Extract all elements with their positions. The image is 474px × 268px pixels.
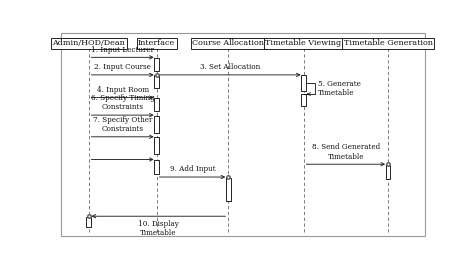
Text: Timetable Generation: Timetable Generation (344, 39, 433, 47)
Text: 10. Display
Timetable: 10. Display Timetable (138, 220, 179, 237)
Bar (301, 94, 306, 106)
Text: 2. Input Course: 2. Input Course (94, 63, 151, 71)
Text: 3. Set Allocation: 3. Set Allocation (200, 63, 260, 71)
Bar (154, 137, 159, 154)
Text: 8. Send Generated
Timetable: 8. Send Generated Timetable (312, 143, 380, 161)
Text: 5. Generate
Timetable: 5. Generate Timetable (318, 80, 361, 97)
Text: Course Allocation: Course Allocation (192, 39, 264, 47)
Bar (154, 58, 159, 71)
Bar (154, 116, 159, 133)
Text: 7. Specify Other
Constraints: 7. Specify Other Constraints (93, 116, 152, 133)
Text: 1. Input Lecturer: 1. Input Lecturer (91, 46, 154, 54)
Text: Interface: Interface (138, 39, 175, 47)
Bar (154, 160, 159, 173)
Text: Admin/HOD/Dean: Admin/HOD/Dean (52, 39, 125, 47)
Bar (154, 76, 159, 88)
Bar (226, 178, 231, 201)
Text: 9. Add Input: 9. Add Input (170, 165, 215, 173)
Text: 4. Input Room: 4. Input Room (97, 86, 149, 94)
Bar (386, 165, 391, 179)
Text: Timetable Viewing: Timetable Viewing (265, 39, 342, 47)
Bar (86, 217, 91, 227)
Bar (154, 98, 159, 111)
Bar (301, 76, 306, 91)
Text: 6. Specify Timing
Constraints: 6. Specify Timing Constraints (91, 94, 155, 111)
